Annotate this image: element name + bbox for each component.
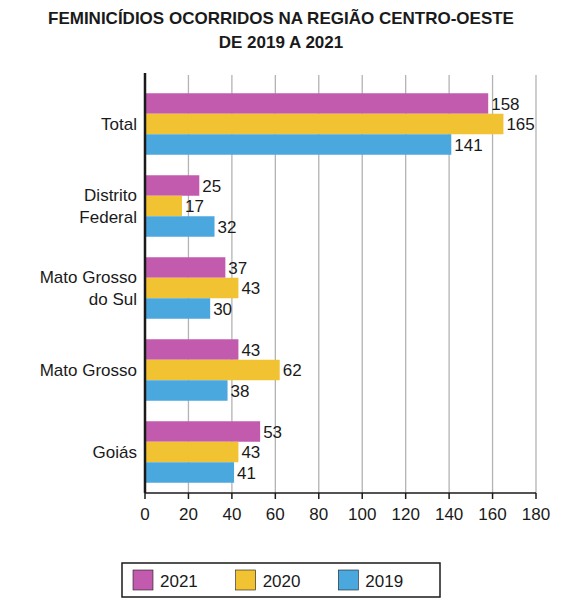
category-line: Federal <box>79 208 137 227</box>
bar <box>145 360 280 381</box>
legend-label: 2019 <box>365 572 403 591</box>
tick-mark <box>188 493 190 499</box>
tick-mark <box>405 493 407 499</box>
bar <box>145 421 260 442</box>
grid-line <box>492 75 493 493</box>
tick-label: 20 <box>179 505 198 524</box>
bar <box>145 380 228 401</box>
tick-mark <box>361 493 363 499</box>
title-line: DE 2019 A 2021 <box>219 33 343 52</box>
tick-mark <box>275 493 277 499</box>
bar <box>145 175 199 196</box>
legend-box <box>122 563 440 597</box>
bar <box>145 134 451 155</box>
tick-label: 140 <box>435 505 463 524</box>
data-label: 17 <box>185 197 204 216</box>
data-label: 30 <box>213 300 232 319</box>
bar <box>145 339 238 360</box>
bar <box>145 278 238 299</box>
legend-label: 2021 <box>160 572 198 591</box>
category-label: Mato Grosso do Sul <box>40 268 137 309</box>
bar <box>145 462 234 483</box>
data-label: 41 <box>237 464 256 483</box>
tick-label: 120 <box>391 505 419 524</box>
chart: FEMINICÍDIOS OCORRIDOS NA REGIÃO CENTRO-… <box>0 0 563 603</box>
category-label: Total <box>101 115 137 134</box>
category-line: Total <box>101 115 137 134</box>
legend: 2021 2020 2019 <box>122 563 440 597</box>
bars <box>145 93 503 483</box>
data-label: 43 <box>241 443 260 462</box>
category-line: Mato Grosso <box>40 361 137 380</box>
title: FEMINICÍDIOS OCORRIDOS NA REGIÃO CENTRO-… <box>48 8 514 52</box>
tick-label: 100 <box>348 505 376 524</box>
bar <box>145 298 210 319</box>
category-label: Distrito Federal <box>79 186 137 227</box>
category-line: Mato Grosso <box>40 268 137 287</box>
legend-swatch <box>236 570 256 590</box>
legend-label: 2020 <box>263 572 301 591</box>
legend-swatch <box>338 570 358 590</box>
data-label: 62 <box>283 361 302 380</box>
category-line: Goiás <box>93 443 137 462</box>
data-label: 32 <box>218 218 237 237</box>
data-label: 43 <box>241 279 260 298</box>
category-line: Distrito <box>84 186 137 205</box>
data-label: 141 <box>454 136 482 155</box>
tick-mark <box>144 493 146 499</box>
title-line: FEMINICÍDIOS OCORRIDOS NA REGIÃO CENTRO-… <box>48 8 514 28</box>
bar <box>145 93 488 114</box>
y-axis <box>144 73 147 493</box>
tick-mark <box>448 493 450 499</box>
bar <box>145 442 238 463</box>
tick-label: 60 <box>266 505 285 524</box>
tick-label: 180 <box>522 505 550 524</box>
category-label: Mato Grosso <box>40 361 137 380</box>
data-label: 25 <box>202 177 221 196</box>
data-label: 158 <box>491 95 519 114</box>
data-labels: 158253743531651743624314132303841 <box>185 95 535 483</box>
bar <box>145 196 182 217</box>
tick-mark <box>318 493 320 499</box>
data-label: 38 <box>231 382 250 401</box>
data-label: 37 <box>228 259 247 278</box>
x-ticks: 0 20 40 60 80 100 120 140 160 180 <box>140 493 550 524</box>
tick-label: 40 <box>222 505 241 524</box>
tick-label: 160 <box>478 505 506 524</box>
data-label: 43 <box>241 341 260 360</box>
category-labels: TotalDistritoFederalMato Grossodo SulMat… <box>40 115 137 462</box>
data-label: 165 <box>506 115 534 134</box>
tick-mark <box>535 493 537 499</box>
tick-mark <box>492 493 494 499</box>
x-axis <box>145 492 536 494</box>
bar <box>145 216 215 237</box>
grid-line <box>535 75 536 493</box>
tick-label: 80 <box>309 505 328 524</box>
tick-mark <box>231 493 233 499</box>
category-line: do Sul <box>89 290 137 309</box>
bar <box>145 114 503 135</box>
legend-swatch <box>133 570 153 590</box>
data-label: 53 <box>263 423 282 442</box>
category-label: Goiás <box>93 443 137 462</box>
bar <box>145 257 225 278</box>
tick-label: 0 <box>140 505 149 524</box>
